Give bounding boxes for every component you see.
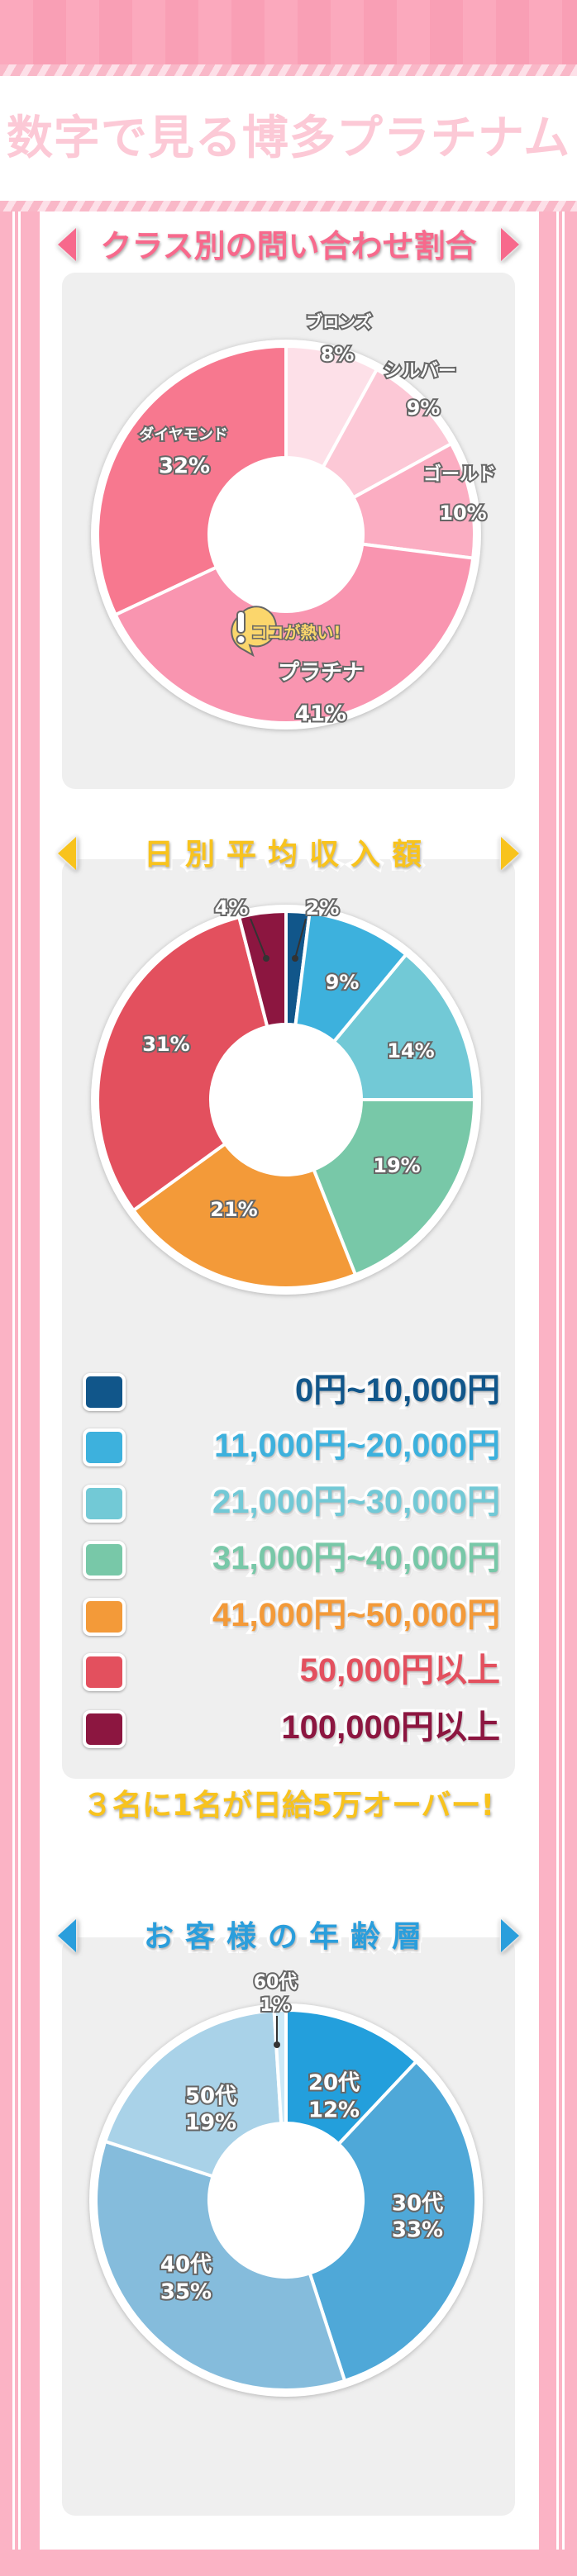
leader-line [294,918,307,959]
slice-value-label: 10% [439,501,486,525]
income-donut-chart: 2% 9% 14% 19% 21% 31% 4% [91,895,481,1295]
stripe-divider [0,64,577,76]
donut-hole [209,2123,363,2277]
badge-text: ココが熱い! [250,623,341,643]
legend-swatch [83,1598,126,1636]
slice-value-label: 32% [159,454,210,479]
slice-value-label: 33% [392,2218,443,2243]
class-ratio-heading: クラス別の問い合わせ割合 [50,221,527,271]
legend-swatch [83,1373,126,1411]
slice-category-label: 40代 [160,2253,212,2278]
heading-text: 日別平均収入額 [141,834,433,875]
legend-label: 41,000円~50,000円 [209,1595,503,1637]
legend-item: 0円~10,000円 [74,1370,503,1416]
legend-swatch [83,1541,126,1579]
arrow-left-icon[interactable] [58,1919,76,1952]
stripe-divider [0,201,577,212]
slice-category-label: シルバー [384,361,456,382]
slice-value-label: 8% [321,343,355,366]
slice-category-label: 50代 [185,2084,236,2109]
slice-category-label: 30代 [392,2192,443,2217]
leader-line [250,918,267,959]
legend-item: 31,000円~40,000円 [74,1538,503,1584]
slice-category-label: 60代 [254,1972,298,1993]
title-band [0,76,577,201]
legend-label: 50,000円以上 [297,1650,503,1692]
legend-swatch [83,1428,126,1466]
slice-value-label: 12% [308,2098,360,2123]
left-frame [0,211,40,2558]
slice-category-label: ゴールド [423,463,496,485]
bottom-frame [0,2550,577,2576]
legend-item: 41,000円~50,000円 [74,1595,503,1641]
legend-item: 100,000円以上 [74,1707,503,1753]
legend-label: 0円~10,000円 [293,1370,503,1412]
legend-label: 31,000円~40,000円 [209,1538,503,1580]
leader-dot [292,955,298,962]
slice-value-label: 14% [387,1039,434,1062]
legend-label: 11,000円~20,000円 [212,1425,503,1467]
arrow-right-icon[interactable] [501,228,519,261]
right-frame [537,211,577,2558]
donut-slice [311,1098,477,1277]
legend-swatch [83,1710,126,1748]
slice-value-label: 19% [373,1154,420,1177]
slice-value-label: 9% [326,971,360,994]
slice-value-label: 4% [215,896,249,920]
slice-category-label: ダイヤモンド [139,425,227,444]
class-ratio-donut-chart: ブロンズ 8% シルバー 9% ゴールド 10% プラチナ 41% ダイヤモンド 32% ココが熱い… [91,311,498,730]
legend-item: 21,000円~30,000円 [74,1481,503,1528]
legend-item: 11,000円~20,000円 [74,1425,503,1471]
arrow-right-icon[interactable] [501,1919,519,1952]
slice-value-label: 19% [185,2111,236,2136]
hot-badge: ココが熱い! [231,606,342,658]
heading-text: クラス別の問い合わせ割合 [97,225,479,268]
leader-dot [274,2041,280,2048]
damask-banner [0,0,577,64]
slice-value-label: 1% [260,1995,290,2016]
slice-category-label: ブロンズ [306,312,372,332]
slice-value-label: 31% [142,1033,189,1056]
leader-dot [263,955,269,962]
slice-value-label: 2% [306,896,340,920]
donut-hole [211,1024,361,1175]
exclamation-mark [236,611,246,634]
slice-value-label: 9% [407,397,441,420]
heading-text: お客様の年齢層 [141,1917,433,1957]
slice-category-label: プラチナ [278,661,364,686]
legend-label: 21,000円~30,000円 [209,1481,503,1523]
slice-value-label: 21% [210,1198,257,1221]
arrow-left-icon[interactable] [58,228,76,261]
donut-hole [209,458,363,611]
arrow-left-icon[interactable] [58,837,76,870]
income-heading: 日別平均収入額 [50,830,527,880]
slice-category-label: 20代 [308,2071,360,2096]
legend-item: 50,000円以上 [74,1650,503,1696]
legend-swatch [83,1485,126,1523]
legend-swatch [83,1653,126,1691]
callout-text: ３名に1名が日給5万オーバー! [79,1786,497,1826]
slice-value-label: 41% [295,702,346,727]
page-title: 数字で見る博多プラチナム [6,112,571,165]
arrow-right-icon[interactable] [501,837,519,870]
legend-label: 100,000円以上 [279,1707,503,1749]
age-heading: お客様の年齢層 [50,1913,527,1962]
slice-value-label: 35% [160,2280,212,2305]
